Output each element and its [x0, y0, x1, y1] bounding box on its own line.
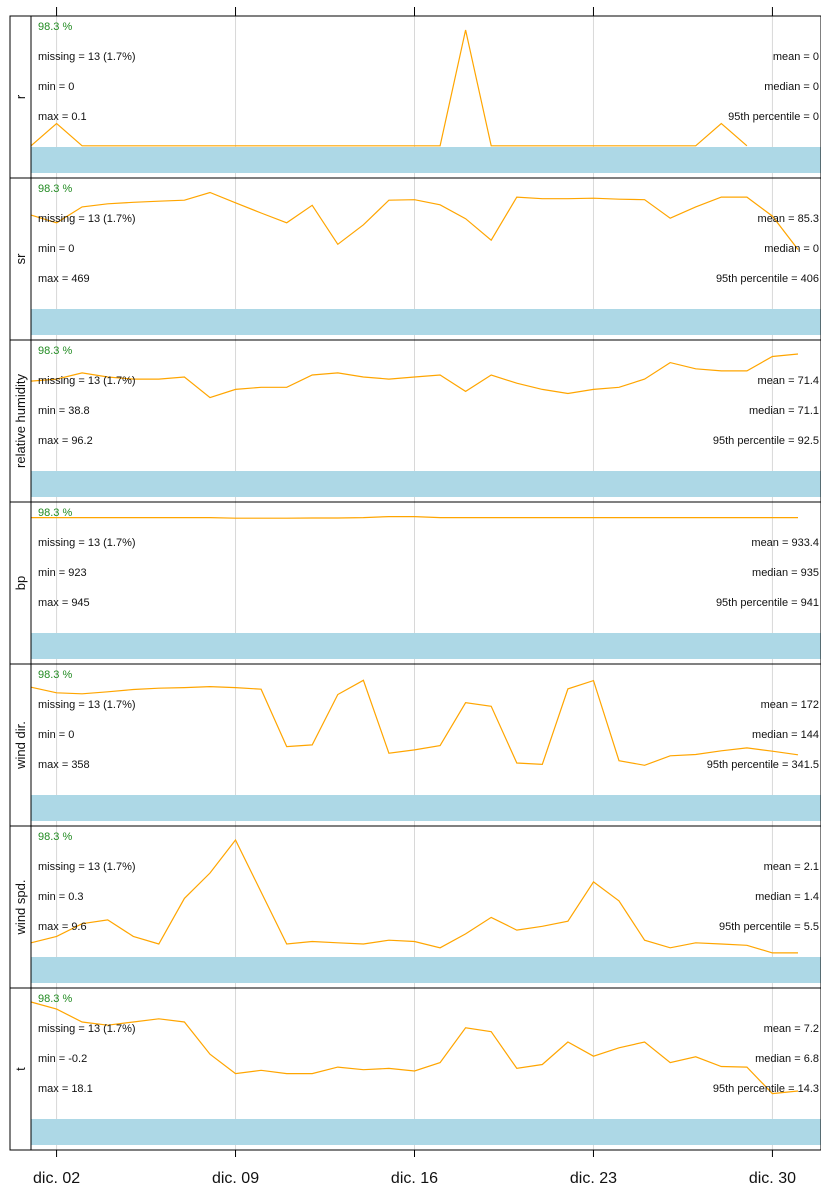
series-line	[30, 838, 798, 954]
missing-label: missing = 13 (1.7%)	[38, 51, 136, 63]
min-label: min = 38.8	[38, 405, 90, 417]
variable-name: relative humidity	[13, 374, 28, 468]
p95-label: 95th percentile = 0	[728, 111, 819, 123]
variable-name: r	[13, 94, 28, 99]
missing-label: missing = 13 (1.7%)	[38, 699, 136, 711]
p95-label: 95th percentile = 941	[716, 597, 819, 609]
percent-label: 98.3 %	[38, 183, 72, 195]
x-tick-label: dic. 16	[391, 1170, 438, 1187]
variable-name: wind spd.	[13, 880, 28, 936]
max-label: max = 945	[38, 597, 90, 609]
variable-name: wind dir.	[13, 721, 28, 770]
max-label: max = 18.1	[38, 1083, 93, 1095]
data-capture-band	[31, 471, 821, 497]
p95-label: 95th percentile = 406	[716, 273, 819, 285]
mean-label: mean = 172	[761, 699, 819, 711]
series-line	[30, 1001, 799, 1095]
median-label: median = 144	[752, 729, 819, 741]
p95-label: 95th percentile = 14.3	[713, 1083, 819, 1095]
series-line	[30, 29, 748, 147]
median-label: median = 1.4	[755, 891, 819, 903]
median-label: median = 0	[764, 243, 819, 255]
panels: 98.3 % missing = 13 (1.7%) min = 0 max = 0.…	[10, 21, 821, 1145]
missing-label: missing = 13 (1.7%)	[38, 1023, 136, 1035]
variable-name: bp	[13, 576, 28, 590]
min-label: min = 0.3	[38, 891, 84, 903]
mean-label: mean = 71.4	[758, 375, 819, 387]
percent-label: 98.3 %	[38, 669, 72, 681]
mean-label: mean = 0	[773, 51, 819, 63]
x-tick-label: dic. 30	[749, 1170, 796, 1187]
x-tick-label: dic. 09	[212, 1170, 259, 1187]
max-label: max = 96.2	[38, 435, 93, 447]
median-label: median = 935	[752, 567, 819, 579]
panel-wind-spd: 98.3 % missing = 13 (1.7%) min = 0.3 max = …	[10, 825, 821, 983]
p95-label: 95th percentile = 92.5	[713, 435, 819, 447]
percent-label: 98.3 %	[38, 507, 72, 519]
x-tick-label: dic. 23	[570, 1170, 617, 1187]
median-label: median = 0	[764, 81, 819, 93]
min-label: min = -0.2	[38, 1053, 87, 1065]
variable-name: sr	[13, 253, 28, 265]
variable-name: t	[13, 1067, 28, 1071]
panel-sr: 98.3 % missing = 13 (1.7%) min = 0 max = 46…	[10, 177, 821, 335]
x-tick-label: dic. 02	[33, 1170, 80, 1187]
series-line	[30, 353, 799, 399]
mean-label: mean = 85.3	[758, 213, 819, 225]
percent-label: 98.3 %	[38, 831, 72, 843]
data-capture-band	[31, 309, 821, 335]
median-label: median = 6.8	[755, 1053, 819, 1065]
percent-label: 98.3 %	[38, 993, 72, 1005]
panel-wind-dir: 98.3 % missing = 13 (1.7%) min = 0 max = 35…	[10, 663, 821, 821]
min-label: min = 0	[38, 243, 74, 255]
panel-relative-humidity: 98.3 % missing = 13 (1.7%) min = 38.8 max =…	[10, 339, 821, 497]
missing-label: missing = 13 (1.7%)	[38, 861, 136, 873]
min-label: min = 0	[38, 81, 74, 93]
max-label: max = 358	[38, 759, 90, 771]
data-capture-band	[31, 795, 821, 821]
series-line	[30, 679, 799, 766]
panel-t: 98.3 % missing = 13 (1.7%) min = -0.2 max =…	[10, 987, 821, 1145]
plot-frame	[9, 15, 821, 1151]
percent-label: 98.3 %	[38, 21, 72, 33]
data-capture-band	[31, 957, 821, 983]
min-label: min = 923	[38, 567, 87, 579]
p95-label: 95th percentile = 341.5	[707, 759, 819, 771]
max-label: max = 0.1	[38, 111, 87, 123]
panel-bp: 98.3 % missing = 13 (1.7%) min = 923 max = …	[10, 501, 821, 659]
missing-label: missing = 13 (1.7%)	[38, 375, 136, 387]
data-capture-band	[31, 1119, 821, 1145]
data-capture-band	[31, 147, 821, 173]
mean-label: mean = 7.2	[764, 1023, 819, 1035]
max-label: max = 469	[38, 273, 90, 285]
mean-label: mean = 2.1	[764, 861, 819, 873]
median-label: median = 71.1	[749, 405, 819, 417]
missing-label: missing = 13 (1.7%)	[38, 537, 136, 549]
missing-label: missing = 13 (1.7%)	[38, 213, 136, 225]
series-line	[30, 191, 799, 250]
min-label: min = 0	[38, 729, 74, 741]
x-axis: dic. 02 dic. 09 dic. 16 dic. 23 dic. 30	[33, 7, 796, 1187]
data-capture-band	[31, 633, 821, 659]
percent-label: 98.3 %	[38, 345, 72, 357]
mean-label: mean = 933.4	[751, 537, 819, 549]
max-label: max = 9.6	[38, 921, 87, 933]
p95-label: 95th percentile = 5.5	[719, 921, 819, 933]
series-line	[31, 515, 798, 519]
panel-r: 98.3 % missing = 13 (1.7%) min = 0 max = 0.…	[13, 21, 821, 173]
